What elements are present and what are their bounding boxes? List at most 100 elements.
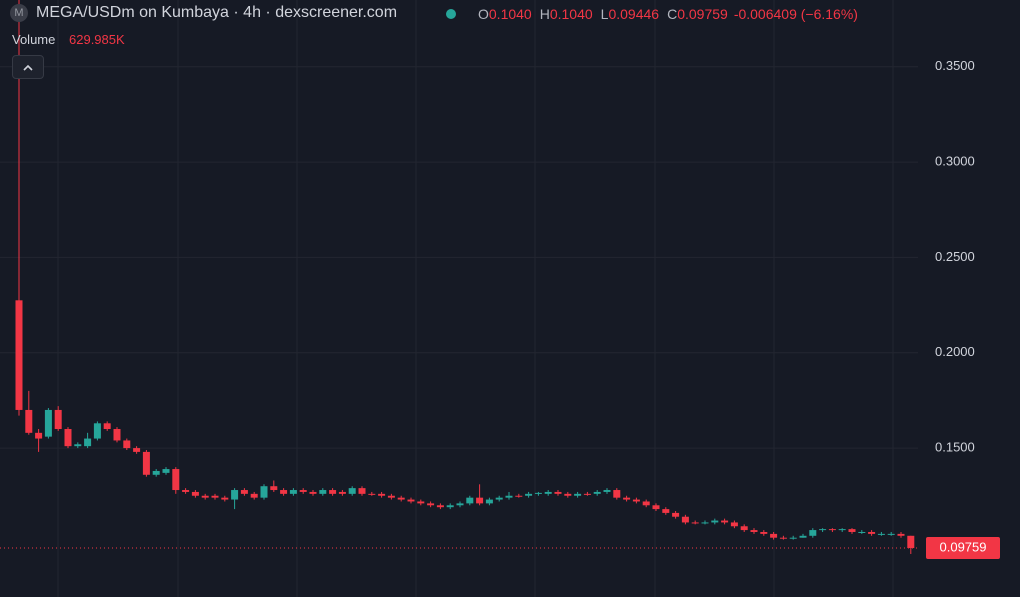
candle-body [554, 491, 562, 494]
candle-body [280, 490, 288, 494]
candle-body [711, 520, 719, 523]
candle-body [436, 505, 444, 508]
candle-body [260, 486, 268, 498]
candle-body [407, 499, 415, 502]
candle-body [44, 409, 52, 437]
ohlc-key: H [539, 6, 550, 22]
candle-body [270, 486, 278, 491]
y-tick-label: 0.1500 [935, 440, 975, 455]
candle-body [240, 490, 248, 494]
candle-body [319, 490, 327, 494]
candle-body [113, 429, 121, 441]
candle-body [613, 490, 621, 498]
candle-body [828, 529, 836, 531]
candle-body [417, 501, 425, 504]
time-grid [57, 0, 894, 597]
candle-body [338, 491, 346, 494]
ohlc-key: C [667, 6, 678, 22]
y-tick-label: 0.3500 [935, 58, 975, 73]
candle-body [779, 537, 787, 539]
candle-body [378, 493, 386, 496]
symbol-title: MEGA/USDm on Kumbaya · 4h · dexscreener.… [36, 4, 398, 21]
candle-body [476, 497, 484, 504]
candle-body [593, 491, 601, 494]
chevron-icon [23, 64, 33, 71]
candle-body [652, 505, 660, 510]
candle-body [221, 497, 229, 500]
candle-body [544, 491, 552, 494]
candle-body [456, 503, 464, 506]
candle-body [574, 493, 582, 496]
ohlc-value: 0.1040 [488, 6, 532, 22]
candle-body [289, 490, 297, 494]
candle-body [642, 501, 650, 506]
candle-body [848, 529, 856, 532]
y-tick-label: 0.3000 [935, 154, 975, 169]
candle-body [515, 495, 523, 497]
candle-body [681, 516, 689, 523]
candle-body [799, 535, 807, 538]
candle-body [623, 497, 631, 500]
candle-body [446, 505, 454, 508]
candle-body [172, 469, 180, 491]
candle-body [64, 429, 72, 447]
candle-body [358, 488, 366, 494]
ohlc-key: O [478, 6, 489, 22]
candle-body [368, 493, 376, 495]
candle-body [123, 440, 131, 449]
candle-body [485, 499, 493, 504]
candle-body [133, 448, 141, 452]
candle-body [201, 495, 209, 498]
ohlc-value: 0.1040 [549, 6, 593, 22]
candle-body [603, 490, 611, 492]
candle-body [838, 529, 846, 531]
candle-body [770, 533, 778, 538]
candle-body [250, 493, 258, 498]
candle-body [84, 438, 92, 447]
collapse-button[interactable] [12, 55, 44, 79]
candle-body [819, 529, 827, 531]
candle-body [760, 531, 768, 534]
candle-body [211, 495, 219, 498]
candle-body [858, 531, 866, 533]
candle-body [397, 497, 405, 500]
y-tick-label: 0.2500 [935, 249, 975, 264]
candle-body [721, 520, 729, 523]
ohlc-key: L [600, 6, 609, 22]
candle-body [25, 409, 33, 433]
candle-body [427, 503, 435, 506]
candle-body [505, 495, 513, 498]
ohlc-value: 0.09446 [608, 6, 660, 22]
candle-body [750, 530, 758, 532]
candle-body [142, 451, 150, 475]
ohlc-value: 0.09759 [677, 6, 728, 22]
price-change: -0.006409 (−6.16%) [733, 6, 858, 22]
y-tick-label: 0.2000 [935, 344, 975, 359]
candle-body [701, 522, 709, 524]
candle-body [93, 423, 101, 439]
candle-body [730, 522, 738, 527]
candle-body [466, 497, 474, 504]
candle-body [74, 444, 82, 447]
volume-value: 629.985K [69, 32, 125, 47]
candle-body [182, 490, 190, 492]
candle-body [191, 491, 199, 496]
candle-body [691, 522, 699, 524]
candle-body [583, 493, 591, 495]
candle-body [152, 470, 160, 475]
volume-label: Volume [12, 32, 56, 47]
candle-body [162, 469, 170, 473]
candle-body [564, 493, 572, 496]
candle-body [495, 497, 503, 500]
ohlc-legend: O0.1040 H0.1040 L0.09446 C0.09759 -0.006409 … [478, 6, 858, 22]
last-price-tag [926, 537, 1000, 560]
candle-body [231, 490, 239, 500]
candle-body [662, 509, 670, 513]
candle-body [329, 490, 337, 494]
status-dot [446, 9, 456, 19]
candle-body [632, 499, 640, 502]
candle-body [907, 535, 915, 549]
candle-body [809, 530, 817, 536]
candle-body [103, 423, 111, 430]
